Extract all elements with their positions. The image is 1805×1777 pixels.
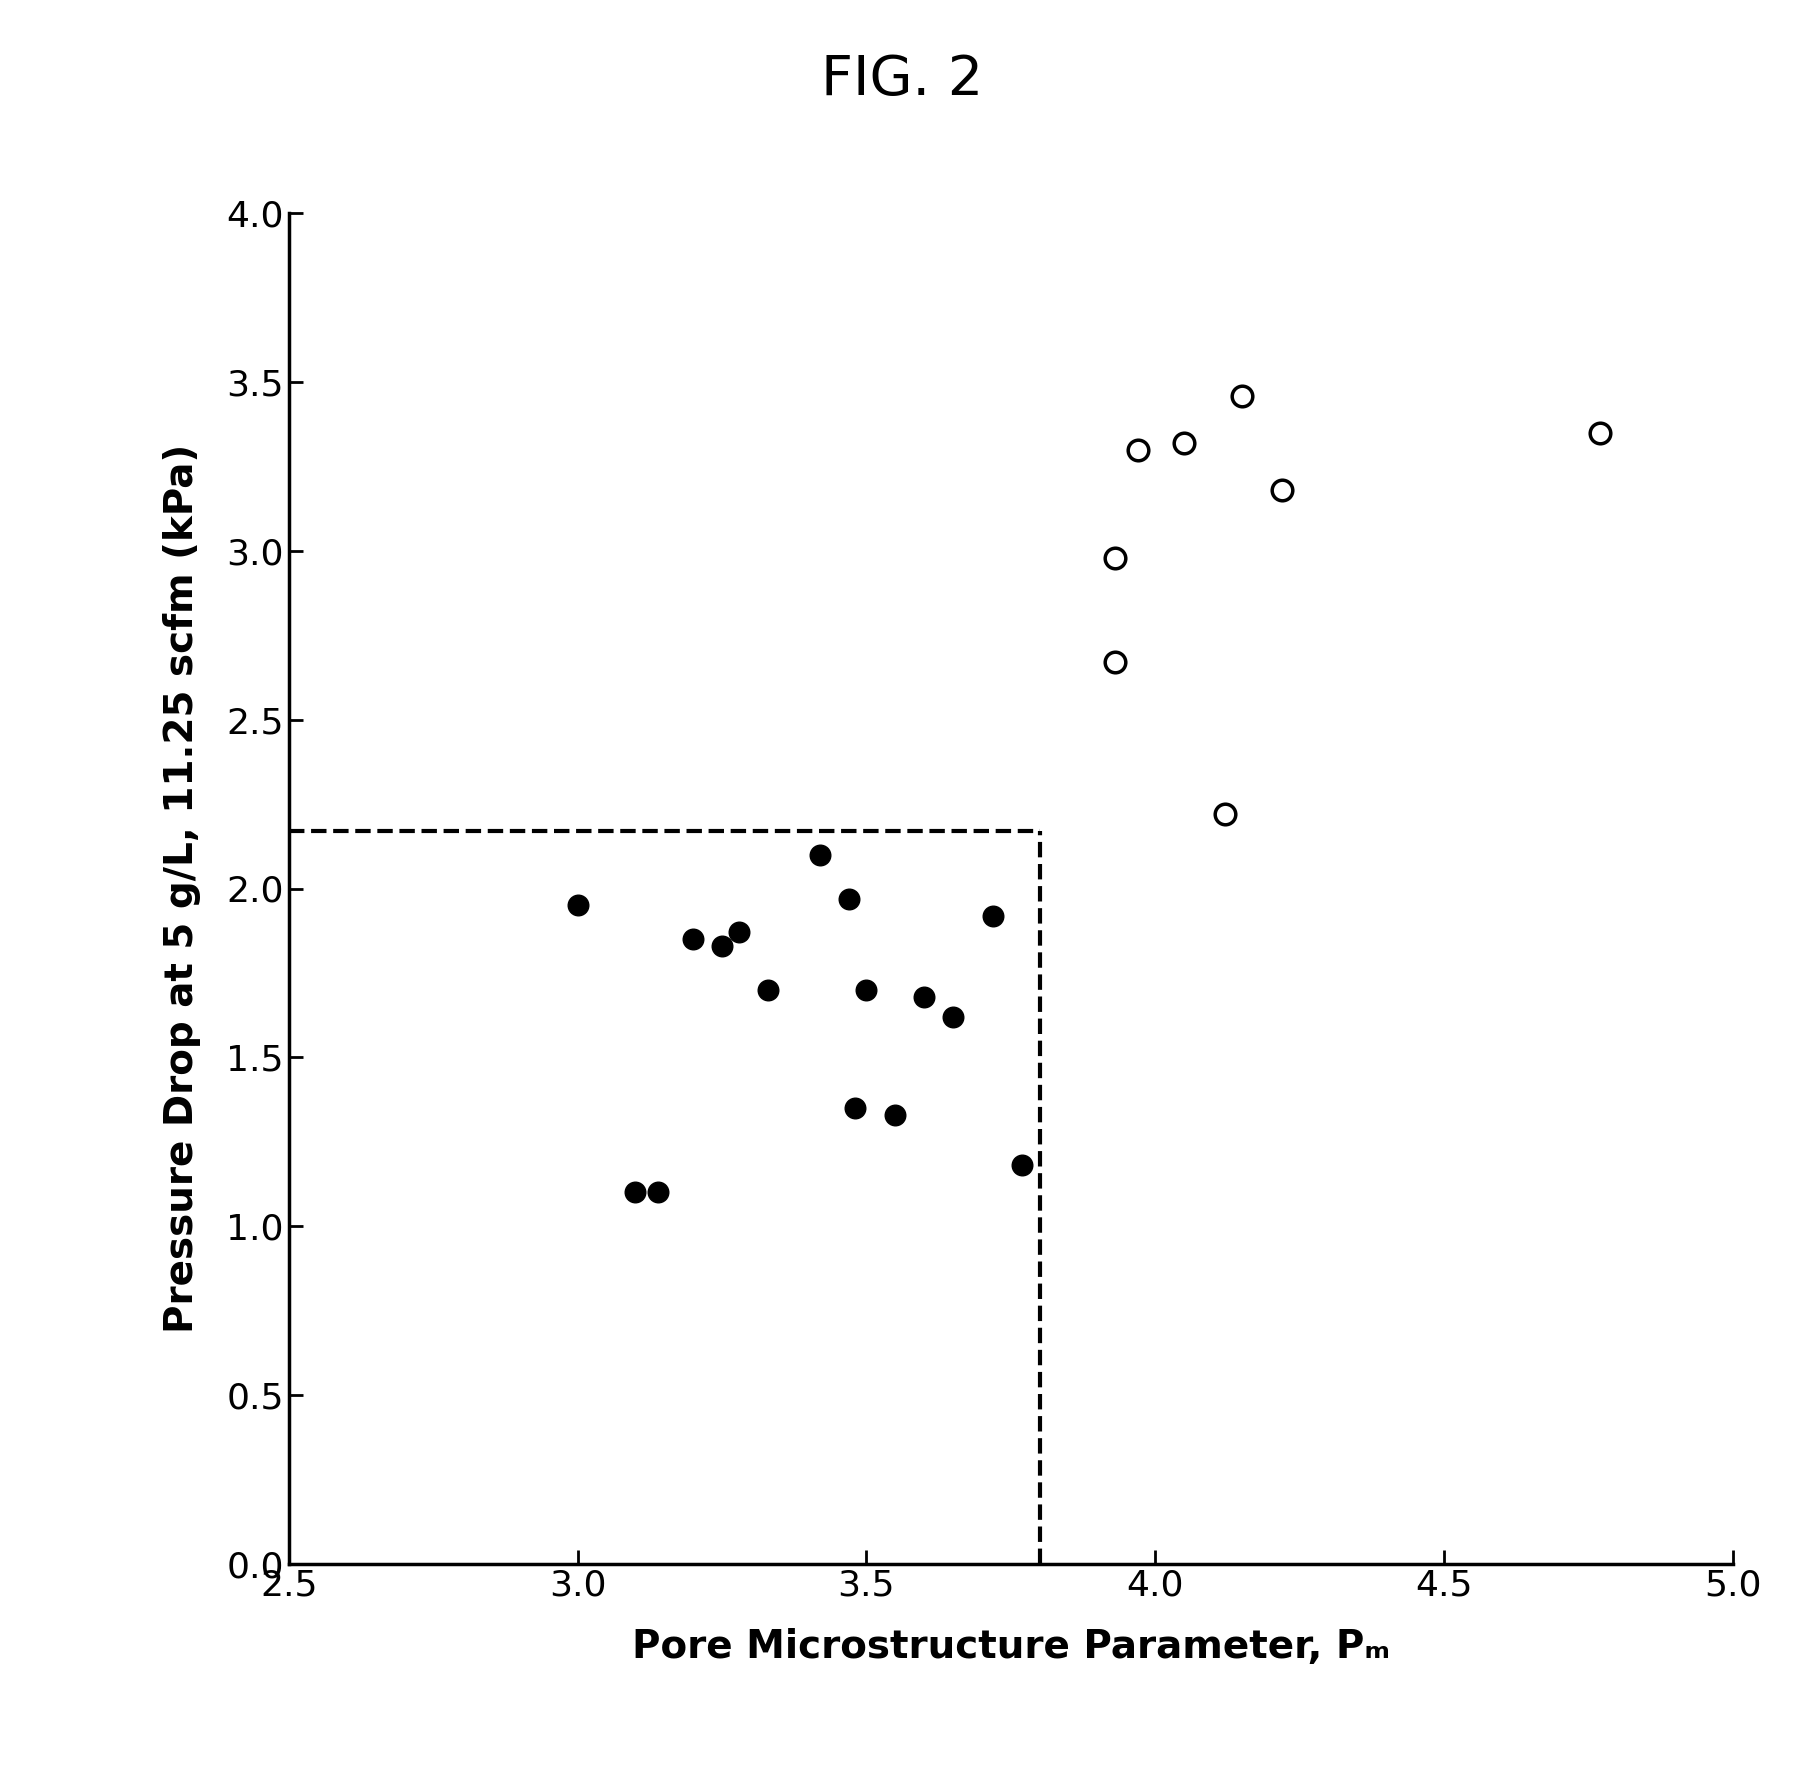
Point: [910, 983, 939, 1011]
Point: [1007, 1151, 1036, 1180]
Point: [621, 1178, 650, 1207]
Point: [644, 1178, 673, 1207]
Point: [1170, 428, 1199, 457]
Point: [805, 841, 834, 869]
X-axis label: Pore Microstructure Parameter, Pₘ: Pore Microstructure Parameter, Pₘ: [632, 1628, 1390, 1665]
Point: [1227, 382, 1256, 410]
Point: [1267, 476, 1296, 505]
Point: [1101, 544, 1130, 572]
Point: [679, 924, 708, 952]
Point: [978, 901, 1007, 929]
Point: [1209, 800, 1238, 828]
Point: [1101, 649, 1130, 677]
Point: [852, 976, 881, 1004]
Point: [708, 931, 736, 960]
Y-axis label: Pressure Drop at 5 g/L, 11.25 scfm (kPa): Pressure Drop at 5 g/L, 11.25 scfm (kPa): [164, 444, 202, 1333]
Text: FIG. 2: FIG. 2: [821, 53, 984, 107]
Point: [563, 890, 592, 920]
Point: [754, 976, 783, 1004]
Point: [881, 1100, 910, 1128]
Point: [834, 885, 863, 913]
Point: [726, 919, 754, 947]
Point: [1123, 435, 1152, 464]
Point: [939, 1002, 967, 1031]
Point: [1585, 418, 1614, 446]
Point: [841, 1093, 870, 1123]
